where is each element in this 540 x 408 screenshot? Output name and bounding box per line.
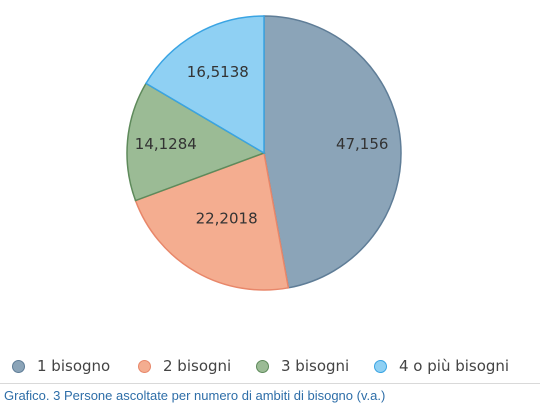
slice-value-label-4-o-piu-bisogni: 16,5138 — [187, 63, 249, 81]
legend-swatch-2-bisogni — [138, 359, 151, 373]
slice-value-label-2-bisogni: 22,2018 — [196, 209, 258, 227]
legend-item-2-bisogni: 2 bisogni — [138, 357, 231, 375]
legend-swatch-4-o-piu-bisogni — [374, 359, 387, 373]
chart-caption: Grafico. 3 Persone ascoltate per numero … — [4, 388, 386, 403]
slice-value-label-3-bisogni: 14,1284 — [135, 135, 197, 153]
chart-legend: 1 bisogno 2 bisogni 3 bisogni 4 o più bi… — [0, 357, 540, 383]
legend-label-2-bisogni: 2 bisogni — [163, 357, 232, 375]
legend-label-1-bisogno: 1 bisogno — [37, 357, 111, 375]
legend-item-3-bisogni: 3 bisogni — [256, 357, 349, 375]
legend-swatch-3-bisogni — [256, 359, 269, 373]
legend-label-4-o-piu-bisogni: 4 o più bisogni — [399, 357, 510, 375]
pie-slice-3-bisogni — [126, 82, 266, 202]
legend-item-4-o-piu-bisogni: 4 o più bisogni — [374, 357, 509, 375]
legend-swatch-1-bisogno — [12, 359, 25, 373]
legend-label-3-bisogni: 3 bisogni — [281, 357, 350, 375]
pie-slice-2-bisogni — [134, 151, 290, 291]
pie-chart: 47,156 22,2018 14,1284 16,5138 — [126, 15, 402, 291]
legend-item-1-bisogno: 1 bisogno — [12, 357, 110, 375]
legend-divider — [0, 383, 540, 384]
pie-slice-4-o-piu-bisogni — [144, 15, 265, 155]
slice-value-label-1-bisogno: 47,156 — [336, 135, 389, 153]
pie-slice-1-bisogno — [263, 15, 402, 289]
